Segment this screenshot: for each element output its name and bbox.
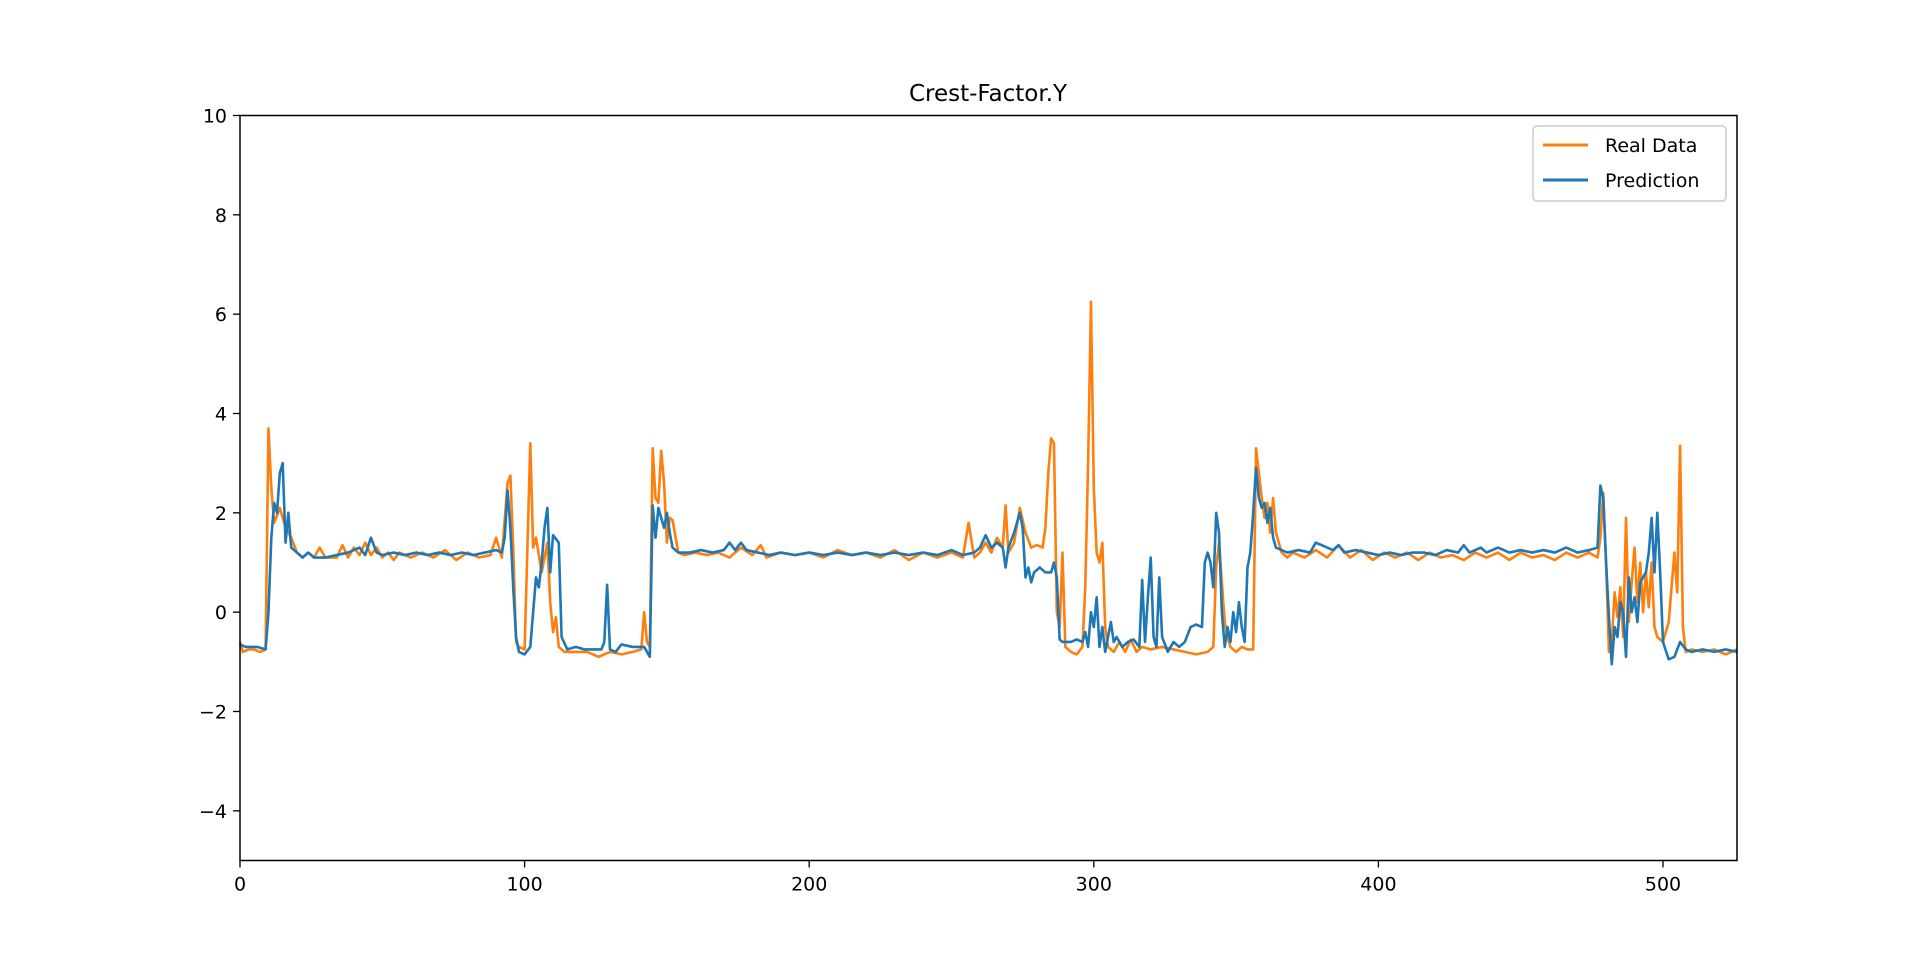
series-lines	[238, 300, 1738, 666]
legend: Real Data Prediction	[1532, 125, 1727, 202]
y-tick-label: −2	[199, 702, 227, 724]
x-tick-label: 100	[506, 874, 542, 896]
legend-label-real-data: Real Data	[1605, 135, 1697, 157]
y-tick-label: 6	[215, 304, 227, 326]
y-tick-label: 2	[215, 503, 227, 525]
x-tick-label: 300	[1076, 874, 1112, 896]
x-axis: 0 100 200 300 400 500	[234, 860, 1681, 896]
x-tick-label: 0	[234, 874, 246, 896]
plot-area-frame	[239, 114, 1738, 862]
x-tick-label: 400	[1360, 874, 1396, 896]
y-tick-label: 0	[215, 602, 227, 624]
y-tick-label: 10	[203, 106, 227, 128]
series-line-real-data	[238, 300, 1738, 659]
x-tick-label: 500	[1645, 874, 1681, 896]
y-axis: −4 −2 0 2 4 6 8 10	[199, 106, 240, 823]
legend-label-prediction: Prediction	[1605, 170, 1699, 192]
chart-title: Crest-Factor.Y	[909, 81, 1068, 107]
y-tick-label: −4	[199, 801, 227, 823]
y-tick-label: 8	[215, 205, 227, 227]
series-line-prediction	[239, 461, 1738, 666]
x-tick-label: 200	[791, 874, 827, 896]
y-tick-label: 4	[215, 404, 227, 426]
